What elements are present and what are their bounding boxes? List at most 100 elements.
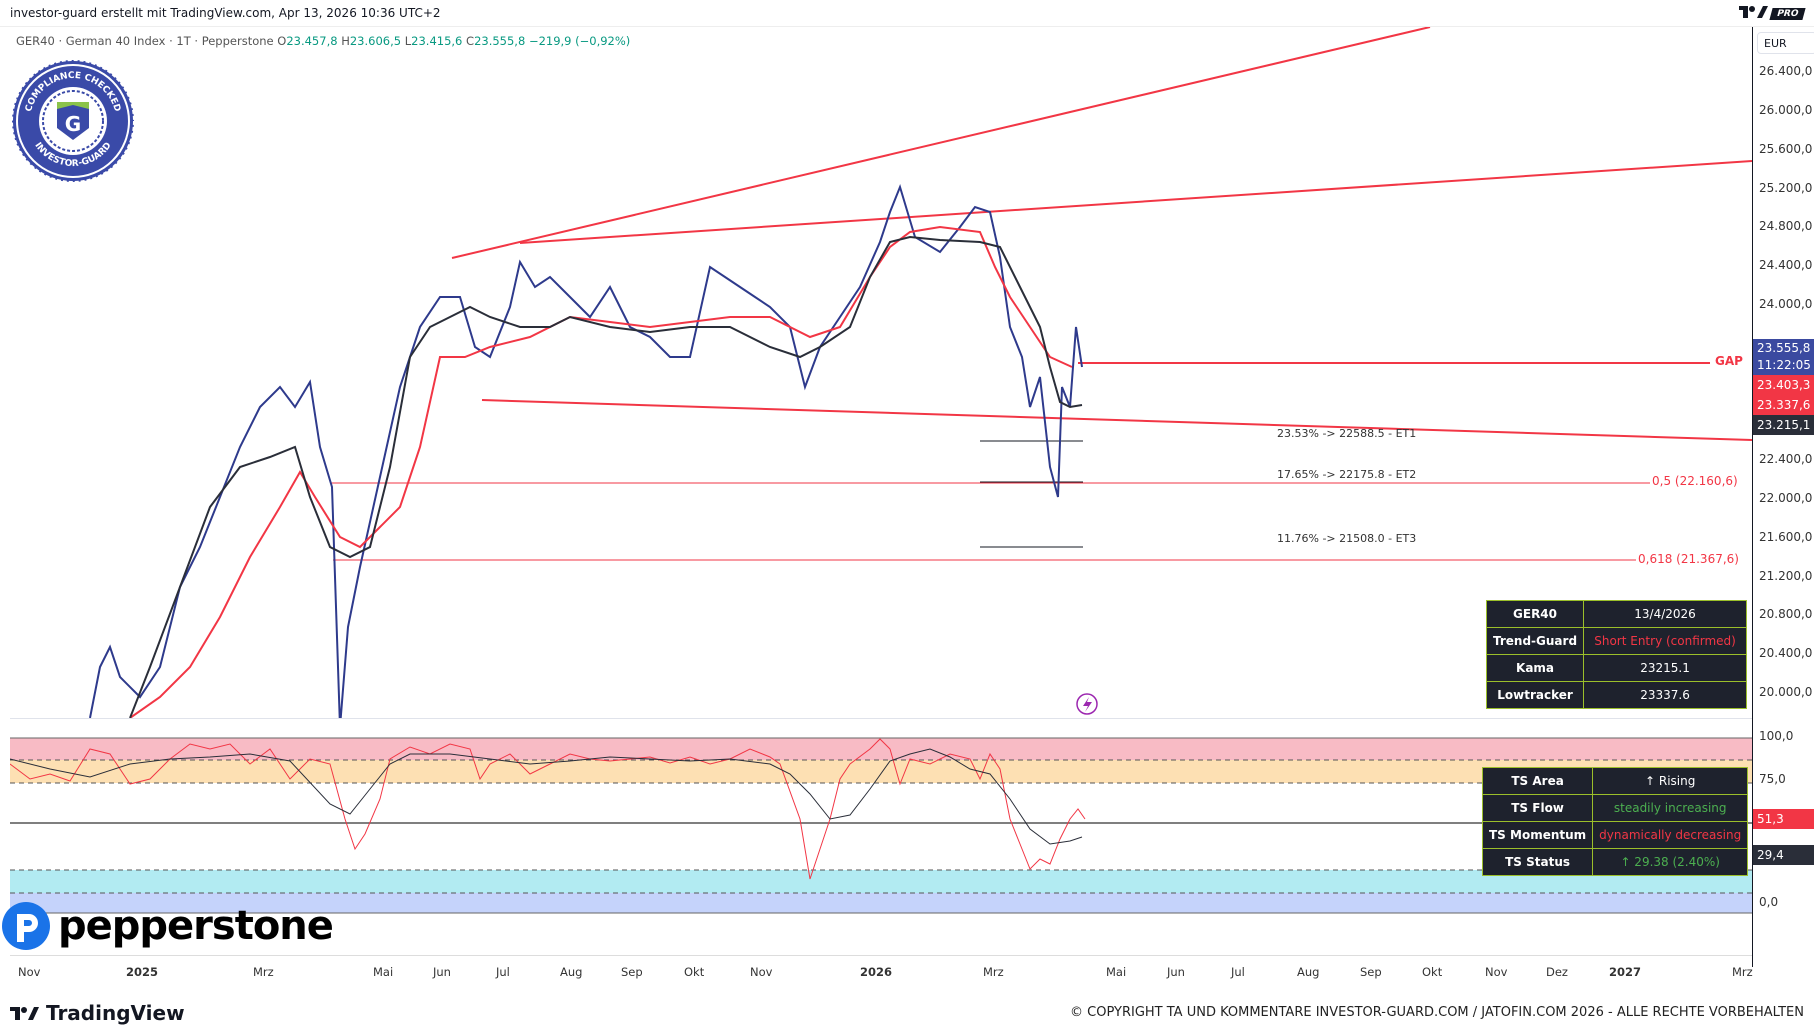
tradingview-text: TradingView: [46, 1001, 185, 1025]
chart-attribution: investor-guard erstellt mit TradingView.…: [10, 6, 441, 20]
tradingview-logo-icon: [1738, 5, 1769, 23]
high-value: 23.606,5: [349, 34, 402, 48]
time-axis-label: Mai: [1106, 965, 1127, 979]
row-key: TS Momentum: [1481, 821, 1594, 849]
oscillator-canvas[interactable]: [9, 719, 1752, 919]
time-axis-label: Jul: [1231, 965, 1245, 979]
row-value: ↑ 29.38 (2.40%): [1592, 848, 1749, 876]
time-axis[interactable]: Nov 2025 Mrz Mai Jun Jul Aug Sep Okt Nov 2026 Mrz Ma…: [10, 955, 1753, 990]
et3-label: 11.76% -> 21508.0 - ET3: [1277, 532, 1417, 545]
compliance-seal-icon: G COMPLIANCE CHECKED INVESTOR-GUARD: [11, 59, 135, 183]
tradingview-brand: TradingView: [10, 1001, 185, 1025]
currency-selector[interactable]: EUR: [1757, 32, 1814, 54]
table-row: Trend-Guard Short Entry (confirmed): [1485, 627, 1748, 655]
pepperstone-text: pepperstone: [58, 903, 334, 949]
osc-value-dark: 29,4: [1753, 845, 1814, 865]
lowtracker-hi-label: 23.403,3: [1753, 375, 1814, 395]
row-value: steadily increasing: [1592, 794, 1749, 822]
price-tick: 26.400,0: [1759, 64, 1813, 78]
time-axis-label: Dez: [1546, 965, 1568, 979]
tradingview-pro-logo: PRO: [1738, 5, 1806, 23]
high-label: H: [341, 34, 350, 48]
time-axis-label: Aug: [1297, 965, 1320, 979]
row-value: ↑ Rising: [1592, 767, 1749, 795]
pane-divider[interactable]: [10, 718, 1752, 719]
time-axis-label: Mrz: [983, 965, 1004, 979]
time-axis-label: Aug: [560, 965, 583, 979]
row-value: dynamically decreasing: [1592, 821, 1749, 849]
price-tick: 22.000,0: [1759, 491, 1813, 505]
time-axis-label: Mrz: [1732, 965, 1753, 979]
table-row: Kama 23215.1: [1485, 654, 1748, 682]
low-value: 23.415,6: [411, 34, 463, 48]
pepperstone-watermark: pepperstone: [0, 900, 334, 952]
price-axis-border: [1752, 27, 1753, 967]
price-chart-canvas[interactable]: [10, 26, 1753, 728]
price-tick: 20.000,0: [1759, 685, 1813, 699]
price-tick: 25.600,0: [1759, 142, 1813, 156]
lower-trendline: [481, 399, 1753, 441]
price-axis[interactable]: 26.400,0 26.000,0 25.600,0 25.200,0 24.8…: [1753, 0, 1814, 718]
table-row: TS Status ↑ 29.38 (2.40%): [1481, 848, 1749, 876]
gap-label: GAP: [1715, 354, 1743, 368]
price-chart-pane[interactable]: [10, 26, 1753, 728]
pepperstone-logo-icon: [2, 902, 50, 950]
open-label: O: [277, 34, 287, 48]
price-tick: 21.200,0: [1759, 569, 1813, 583]
open-value: 23.457,8: [286, 34, 338, 48]
event-lightning-icon: [1076, 693, 1098, 715]
time-axis-label: Nov: [18, 965, 41, 979]
row-key: GER40: [1485, 600, 1585, 628]
price-tick: 20.800,0: [1759, 607, 1813, 621]
row-key: Lowtracker: [1485, 681, 1585, 709]
price-tick: 26.000,0: [1759, 103, 1813, 117]
footer: TradingView © COPYRIGHT TA UND KOMMENTAR…: [0, 995, 1814, 1035]
change-value: −219,9 (−0,92%): [528, 34, 631, 48]
price-tick: 25.200,0: [1759, 181, 1813, 195]
header-divider: [0, 26, 1814, 27]
time-axis-label: Mrz: [253, 965, 274, 979]
osc-tick: 0,0: [1759, 895, 1779, 909]
fib-0618-label: 0,618 (21.367,6): [1638, 552, 1739, 566]
time-axis-label: Okt: [1422, 965, 1443, 979]
table-row: GER40 13/4/2026: [1485, 600, 1748, 628]
symbol-legend[interactable]: GER40 · German 40 Index · 1T · Peppersto…: [16, 34, 630, 48]
row-key: TS Area: [1481, 767, 1594, 795]
time-axis-label: 2027: [1609, 965, 1642, 979]
row-key: Kama: [1485, 654, 1585, 682]
trend-guard-status: Short Entry (confirmed): [1583, 627, 1748, 655]
time-axis-label: Jun: [433, 965, 451, 979]
oscillator-pane[interactable]: [9, 719, 1752, 919]
price-tick: 22.400,0: [1759, 452, 1813, 466]
fib-05-label: 0,5 (22.160,6): [1652, 474, 1738, 488]
last-price-value: 23.555,8: [1757, 341, 1811, 355]
time-axis-label: 2026: [860, 965, 893, 979]
close-label: C: [466, 34, 475, 48]
osc-value-red: 51,3: [1753, 809, 1814, 829]
oscillator-axis[interactable]: 100,0 75,0 0,0: [1753, 719, 1814, 919]
price-tick: 24.800,0: [1759, 219, 1813, 233]
ts-table: TS Area ↑ Rising TS Flow steadily increasi…: [1481, 767, 1749, 876]
mid-trendline: [519, 160, 1753, 244]
table-row: Lowtracker 23337.6: [1485, 681, 1748, 709]
time-axis-label: Nov: [750, 965, 773, 979]
kama-label: 23.215,1: [1753, 415, 1814, 435]
time-axis-label: Sep: [1360, 965, 1382, 979]
symbol-name[interactable]: GER40 · German 40 Index · 1T · Peppersto…: [16, 34, 274, 48]
bar-countdown: 11:22:05: [1757, 358, 1811, 372]
time-axis-label: Nov: [1485, 965, 1508, 979]
upper-trendline: [451, 26, 1431, 259]
row-value: 13/4/2026: [1583, 600, 1748, 628]
close-value: 23.555,8: [474, 34, 526, 48]
price-tick: 24.400,0: [1759, 258, 1813, 272]
copyright-text: © COPYRIGHT TA UND KOMMENTARE INVESTOR-G…: [1070, 1005, 1804, 1020]
time-axis-label: Sep: [621, 965, 643, 979]
time-axis-label: 2025: [126, 965, 159, 979]
et2-label: 17.65% -> 22175.8 - ET2: [1277, 468, 1417, 481]
time-axis-label: Okt: [684, 965, 705, 979]
row-key: Trend-Guard: [1485, 627, 1585, 655]
osc-tick: 100,0: [1759, 729, 1794, 743]
table-row: TS Area ↑ Rising: [1481, 767, 1749, 795]
compliance-badge: G COMPLIANCE CHECKED INVESTOR-GUARD: [10, 58, 136, 184]
low-label: L: [404, 34, 412, 48]
